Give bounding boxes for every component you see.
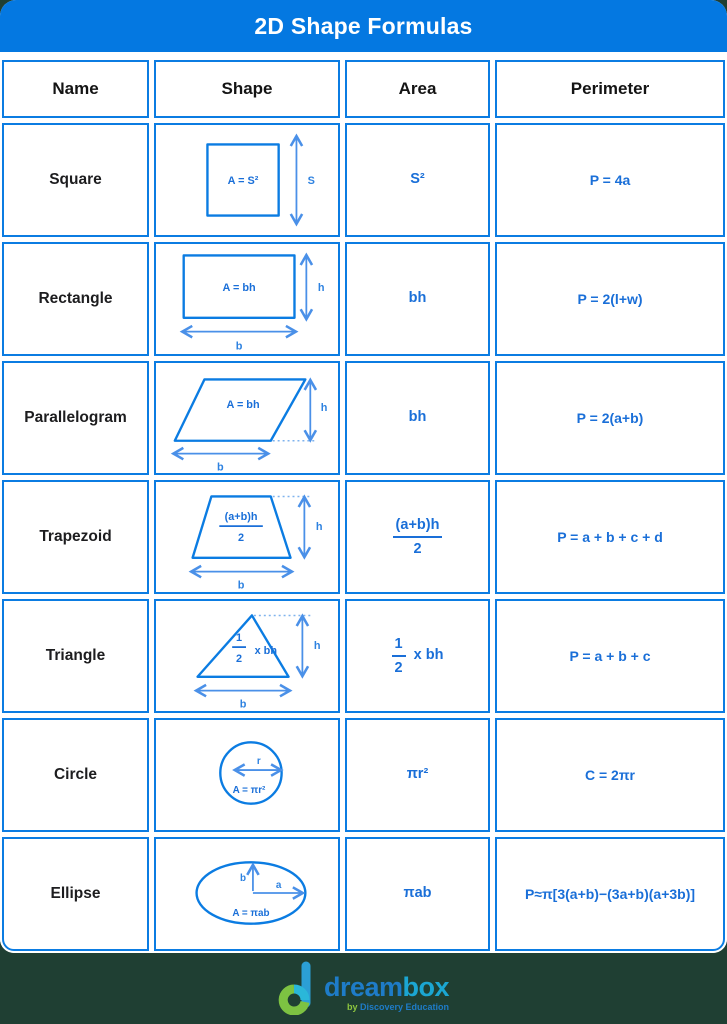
area-ellipse: πab	[345, 837, 490, 951]
svg-text:A = πab: A = πab	[232, 908, 269, 919]
perimeter-parallelogram: P = 2(a+b)	[495, 361, 725, 475]
area-circle: πr²	[345, 718, 490, 832]
svg-text:h: h	[316, 521, 323, 533]
brand-wordmark: dreambox	[323, 972, 450, 1002]
svg-text:A = S²: A = S²	[228, 175, 259, 187]
dreambox-d-icon	[278, 961, 311, 1015]
shape-diagram-rectangle: A = bh h b	[154, 242, 340, 356]
shape-diagram-ellipse: b a A = πab	[154, 837, 340, 951]
col-header-area: Area	[345, 60, 490, 118]
shape-diagram-trapezoid: (a+b)h 2 h b	[154, 480, 340, 594]
trapezoid-icon: (a+b)h 2 h b	[188, 494, 323, 591]
row-name-trapezoid: Trapezoid	[2, 480, 149, 594]
svg-text:r: r	[257, 756, 261, 767]
svg-text:1: 1	[236, 632, 242, 644]
svg-text:A = πr²: A = πr²	[233, 785, 266, 796]
row-name-rectangle: Rectangle	[2, 242, 149, 356]
svg-text:(a+b)h: (a+b)h	[225, 511, 258, 523]
area-rectangle: bh	[345, 242, 490, 356]
area-square: S²	[345, 123, 490, 237]
shape-diagram-triangle: 1 2 x bh h b	[154, 599, 340, 713]
brand-tagline: by Discovery Education	[346, 1002, 450, 1013]
dreambox-logo: dreambox by Discovery Education	[278, 959, 450, 1015]
perimeter-rectangle: P = 2(l+w)	[495, 242, 725, 356]
shape-diagram-parallelogram: A = bh h b	[154, 361, 340, 475]
svg-text:b: b	[240, 698, 247, 710]
svg-text:S: S	[308, 175, 315, 187]
footer: dreambox by Discovery Education	[0, 953, 727, 1024]
perimeter-square: P = 4a	[495, 123, 725, 237]
perimeter-ellipse: P≈π[3(a+b)−(3a+b)(a+3b)]	[495, 837, 725, 951]
svg-text:a: a	[276, 880, 282, 891]
formula-card: 2D Shape Formulas Name Shape Area Perime…	[0, 0, 727, 953]
perimeter-trapezoid: P = a + b + c + d	[495, 480, 725, 594]
svg-text:A = bh: A = bh	[226, 399, 259, 411]
svg-text:A = bh: A = bh	[223, 282, 256, 294]
row-name-triangle: Triangle	[2, 599, 149, 713]
svg-text:2: 2	[238, 532, 244, 544]
area-parallelogram: bh	[345, 361, 490, 475]
svg-text:h: h	[314, 640, 321, 652]
shape-diagram-square: A = S² S	[154, 123, 340, 237]
svg-text:x bh: x bh	[255, 645, 277, 657]
row-name-square: Square	[2, 123, 149, 237]
svg-text:h: h	[318, 282, 325, 294]
logo-text: dreambox by Discovery Education	[323, 959, 450, 1013]
svg-text:b: b	[240, 873, 246, 884]
formula-table: Name Shape Area Perimeter Square A = S² …	[0, 52, 727, 953]
col-header-shape: Shape	[154, 60, 340, 118]
perimeter-triangle: P = a + b + c	[495, 599, 725, 713]
svg-text:b: b	[238, 579, 245, 591]
area-trapezoid: (a+b)h 2	[345, 480, 490, 594]
rectangle-icon: A = bh h b	[179, 252, 325, 352]
row-name-parallelogram: Parallelogram	[2, 361, 149, 475]
svg-text:b: b	[236, 340, 243, 352]
perimeter-circle: C = 2πr	[495, 718, 725, 832]
circle-icon: r A = πr²	[219, 741, 284, 805]
col-header-perimeter: Perimeter	[495, 60, 725, 118]
square-icon: A = S² S	[206, 133, 315, 227]
col-header-name: Name	[2, 60, 149, 118]
row-name-ellipse: Ellipse	[2, 837, 149, 951]
triangle-icon: 1 2 x bh h b	[193, 613, 321, 710]
svg-text:h: h	[321, 402, 328, 414]
title-banner: 2D Shape Formulas	[0, 0, 727, 52]
row-name-circle: Circle	[2, 718, 149, 832]
page-title: 2D Shape Formulas	[254, 12, 473, 39]
svg-text:b: b	[217, 461, 224, 473]
svg-text:2: 2	[236, 653, 242, 665]
ellipse-icon: b a A = πab	[195, 861, 307, 925]
parallelogram-icon: A = bh h b	[170, 377, 328, 473]
shape-diagram-circle: r A = πr²	[154, 718, 340, 832]
